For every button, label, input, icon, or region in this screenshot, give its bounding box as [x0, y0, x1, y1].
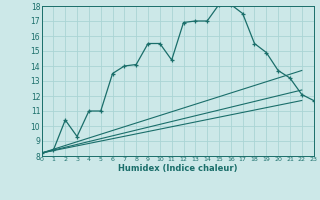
- X-axis label: Humidex (Indice chaleur): Humidex (Indice chaleur): [118, 164, 237, 173]
